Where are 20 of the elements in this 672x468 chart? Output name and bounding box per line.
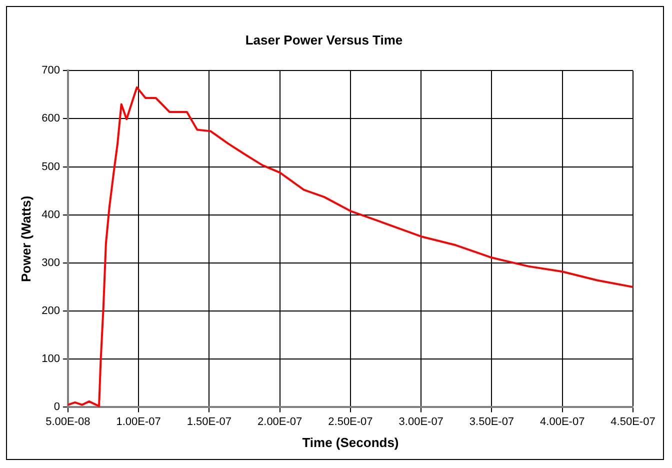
x-tick-label: 3.50E-07: [469, 416, 514, 428]
x-tick-label: 1.50E-07: [186, 416, 232, 428]
y-tick-label: 700: [42, 64, 60, 77]
y-tick-label: 100: [42, 353, 60, 366]
x-tick-label: 2.50E-07: [328, 416, 373, 428]
y-tick-label: 200: [42, 305, 60, 318]
x-tick-label: 1.00E-07: [116, 416, 161, 428]
x-axis-title: Time (Seconds): [302, 434, 399, 450]
x-tick-label: 5.00E-08: [46, 416, 90, 428]
y-tick-label: 500: [42, 160, 60, 173]
x-tick-label: 2.00E-07: [258, 416, 302, 428]
x-tick-label: 4.00E-07: [540, 416, 585, 428]
y-axis-title: Power (Watts): [18, 196, 34, 282]
chart-title: Laser Power Versus Time: [245, 32, 403, 48]
y-tick-label: 300: [42, 256, 60, 269]
y-tick-label: 600: [42, 112, 60, 125]
x-tick-label: 3.00E-07: [398, 416, 444, 428]
y-tick-label: 0: [54, 401, 60, 414]
y-tick-label: 400: [42, 208, 60, 221]
x-tick-label: 4.50E-07: [610, 416, 656, 428]
